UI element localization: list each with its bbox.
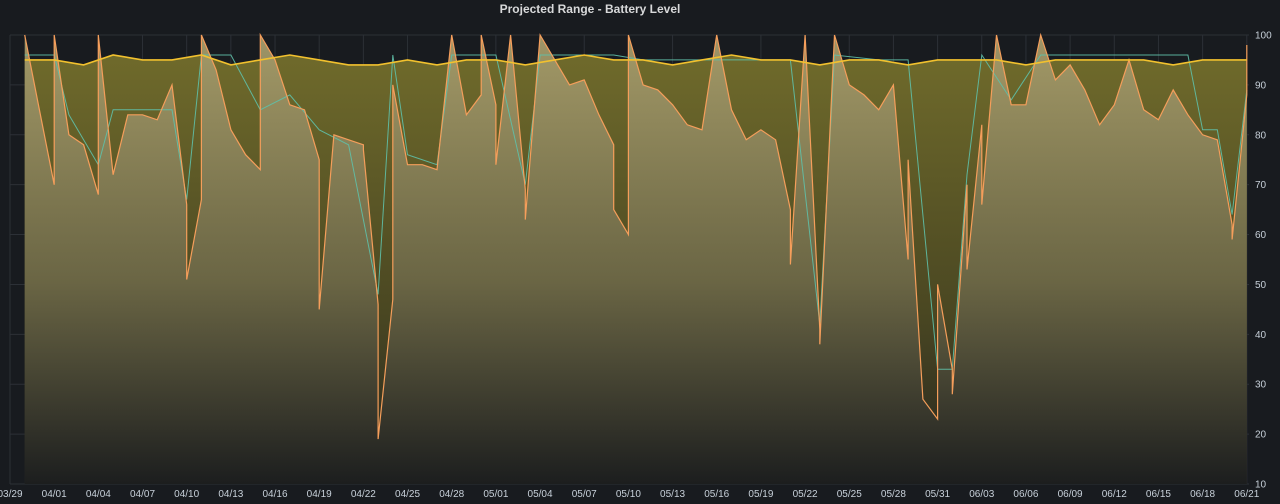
x-tick-label: 03/29 [0,489,23,500]
x-tick-label: 05/13 [660,489,685,500]
projected-range-area [24,35,1247,484]
y-tick-label: 20 [1255,430,1267,441]
x-tick-label: 04/07 [130,489,155,500]
y-tick-label: 100 [1255,31,1272,42]
x-tick-label: 05/28 [881,489,906,500]
x-tick-label: 06/06 [1013,489,1038,500]
x-tick-label: 05/01 [483,489,508,500]
x-tick-label: 05/07 [572,489,597,500]
y-tick-label: 50 [1255,280,1267,291]
x-tick-label: 06/15 [1146,489,1171,500]
x-tick-label: 05/25 [837,489,862,500]
y-tick-label: 90 [1255,80,1267,91]
x-tick-label: 06/21 [1234,489,1259,500]
x-tick-label: 04/16 [263,489,288,500]
series-line-projected-range [24,32,1248,440]
y-tick-label: 10 [1255,480,1267,491]
x-tick-label: 05/22 [793,489,818,500]
x-tick-label: 06/18 [1190,489,1215,500]
y-tick-label: 30 [1255,380,1267,391]
y-tick-label: 70 [1255,180,1267,191]
y-tick-label: 60 [1255,230,1267,241]
x-axis: 03/29 04/01 04/04 04/07 04/10 04/13 04/16 04/19… [0,489,1260,500]
x-tick-label: 06/03 [969,489,994,500]
panel-title: Projected Range - Battery Level [499,2,681,16]
series-lines [24,32,1248,440]
y-axis: 10 20 30 40 50 60 70 80 90 100 [1255,31,1272,491]
x-tick-label: 04/13 [218,489,243,500]
x-tick-label: 04/04 [86,489,111,500]
y-tick-label: 40 [1255,330,1267,341]
x-tick-label: 06/12 [1102,489,1127,500]
x-tick-label: 05/10 [616,489,641,500]
series-line-battery-level [24,54,1247,66]
x-tick-label: 05/04 [528,489,553,500]
projected-range-fill [24,35,1247,484]
x-tick-label: 04/10 [174,489,199,500]
x-tick-label: 05/16 [704,489,729,500]
x-tick-label: 04/28 [439,489,464,500]
x-tick-label: 04/25 [395,489,420,500]
x-tick-label: 06/09 [1058,489,1083,500]
x-tick-label: 05/19 [748,489,773,500]
x-tick-label: 04/22 [351,489,376,500]
x-tick-label: 04/19 [307,489,332,500]
y-tick-label: 80 [1255,130,1267,141]
x-tick-label: 05/31 [925,489,950,500]
x-tick-label: 04/01 [42,489,67,500]
